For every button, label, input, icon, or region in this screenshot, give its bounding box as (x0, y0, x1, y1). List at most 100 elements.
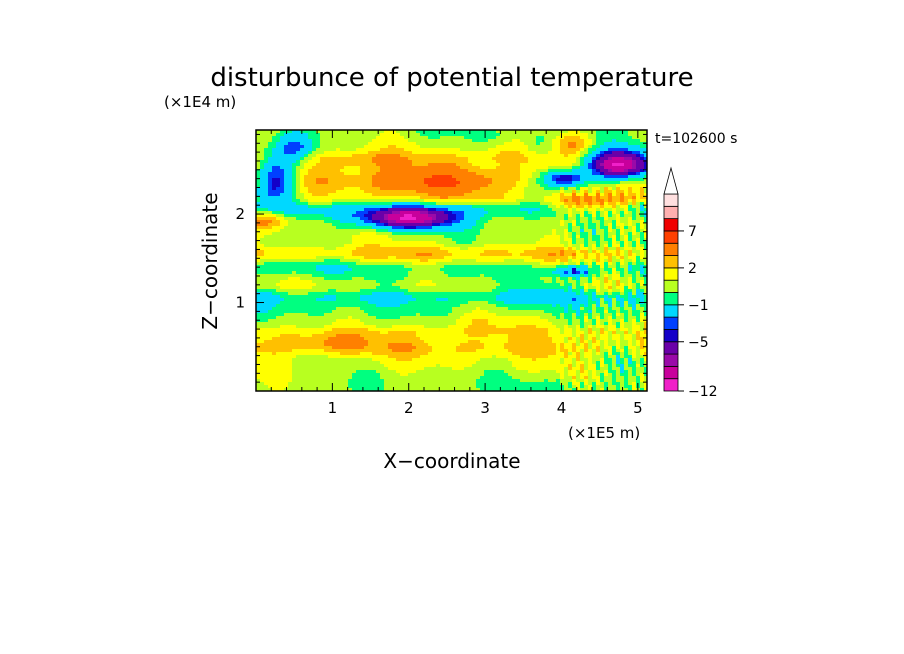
field-cell (388, 280, 393, 284)
field-cell (568, 238, 573, 242)
field-cell (336, 148, 341, 152)
field-cell (296, 130, 301, 134)
field-cell (380, 196, 385, 200)
field-cell (332, 244, 337, 248)
field-cell (532, 163, 537, 167)
field-cell (432, 190, 437, 194)
field-cell (420, 232, 425, 236)
field-cell (276, 160, 281, 164)
field-cell (316, 277, 321, 281)
field-cell (600, 196, 605, 200)
field-cell (344, 163, 349, 167)
field-cell (516, 169, 521, 173)
field-cell (300, 199, 305, 203)
field-cell (448, 274, 453, 278)
field-cell (552, 253, 557, 257)
field-cell (280, 247, 285, 251)
field-cell (296, 136, 301, 140)
field-cell (596, 172, 601, 176)
field-cell (276, 163, 281, 167)
field-cell (280, 214, 285, 218)
field-cell (368, 265, 373, 269)
field-cell (256, 262, 261, 266)
field-cell (560, 259, 565, 263)
field-cell (356, 166, 361, 170)
field-cell (420, 214, 425, 218)
field-cell (436, 166, 441, 170)
field-cell (404, 205, 409, 209)
field-cell (336, 280, 341, 284)
field-cell (444, 238, 449, 242)
field-cell (384, 274, 389, 278)
field-cell (332, 187, 337, 191)
field-cell (276, 241, 281, 245)
field-cell (532, 172, 537, 176)
field-cell (324, 214, 329, 218)
field-cell (436, 136, 441, 140)
field-cell (572, 169, 577, 173)
field-cell (556, 190, 561, 194)
field-cell (492, 250, 497, 254)
field-cell (484, 154, 489, 158)
field-cell (552, 157, 557, 161)
field-cell (560, 166, 565, 170)
field-cell (444, 226, 449, 230)
field-cell (484, 238, 489, 242)
field-cell (476, 136, 481, 140)
field-cell (488, 244, 493, 248)
field-cell (260, 223, 265, 227)
field-cell (636, 262, 641, 266)
field-cell (640, 202, 645, 206)
field-cell (620, 211, 625, 215)
field-cell (400, 184, 405, 188)
field-cell (524, 205, 529, 209)
field-cell (520, 238, 525, 242)
field-cell (520, 250, 525, 254)
field-cell (512, 208, 517, 212)
field-cell (384, 163, 389, 167)
field-cell (284, 277, 289, 281)
field-cell (592, 157, 597, 161)
field-cell (276, 256, 281, 260)
field-cell (568, 241, 573, 245)
field-cell (404, 172, 409, 176)
field-cell (484, 259, 489, 263)
field-cell (520, 166, 525, 170)
field-cell (544, 229, 549, 233)
field-cell (316, 190, 321, 194)
field-cell (328, 181, 333, 185)
field-cell (344, 244, 349, 248)
field-cell (584, 271, 589, 275)
field-cell (464, 211, 469, 215)
field-cell (472, 169, 477, 173)
field-cell (628, 265, 633, 269)
field-cell (444, 157, 449, 161)
field-cell (352, 268, 357, 272)
field-cell (300, 205, 305, 209)
field-cell (640, 196, 645, 200)
field-cell (408, 181, 413, 185)
field-cell (512, 187, 517, 191)
field-cell (308, 280, 313, 284)
field-cell (476, 274, 481, 278)
field-cell (312, 253, 317, 257)
field-cell (356, 205, 361, 209)
field-cell (560, 274, 565, 278)
field-cell (288, 256, 293, 260)
field-cell (492, 208, 497, 212)
field-cell (464, 163, 469, 167)
field-cell (428, 262, 433, 266)
field-cell (376, 274, 381, 278)
field-cell (384, 193, 389, 197)
field-cell (544, 262, 549, 266)
field-cell (424, 148, 429, 152)
field-cell (576, 214, 581, 218)
field-cell (364, 238, 369, 242)
field-cell (396, 247, 401, 251)
field-cell (588, 136, 593, 140)
field-cell (424, 190, 429, 194)
field-cell (616, 268, 621, 272)
field-cell (572, 235, 577, 239)
field-cell (440, 190, 445, 194)
field-cell (516, 235, 521, 239)
